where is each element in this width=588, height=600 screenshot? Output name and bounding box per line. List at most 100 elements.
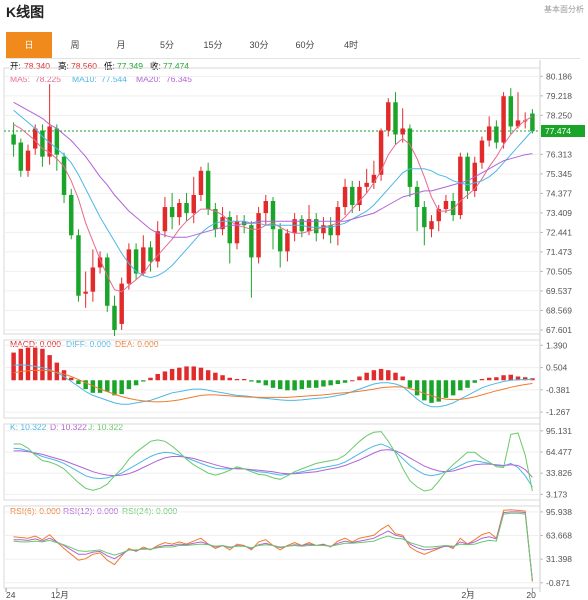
candle-body bbox=[83, 291, 88, 294]
macd-bar bbox=[285, 380, 290, 391]
macd-bar bbox=[148, 377, 153, 381]
candle-body bbox=[501, 96, 506, 143]
macd-dea-line bbox=[13, 369, 533, 403]
candle-body bbox=[414, 186, 420, 208]
candle-body bbox=[386, 102, 391, 131]
macd-tick-label: 1.390 bbox=[546, 340, 568, 350]
macd-bar bbox=[241, 379, 247, 381]
macd-bar bbox=[133, 380, 139, 386]
tab-3[interactable]: 5分 bbox=[159, 40, 174, 50]
ma5-line bbox=[13, 115, 533, 293]
macd-bar bbox=[378, 368, 384, 381]
candle-body bbox=[40, 130, 45, 157]
candle-body bbox=[313, 219, 319, 234]
price-tick-label: 75.345 bbox=[546, 169, 572, 179]
rsi24-line bbox=[13, 512, 533, 580]
x-tick-label: 12月 bbox=[51, 590, 69, 600]
macd-bar bbox=[472, 380, 477, 383]
candle-body bbox=[342, 186, 348, 208]
open-label: 开: bbox=[10, 61, 21, 71]
candle-body bbox=[450, 201, 456, 216]
macd-panel-frame bbox=[3, 339, 541, 419]
candle-body bbox=[234, 221, 240, 244]
tab-2[interactable]: 月 bbox=[116, 40, 126, 50]
macd-bar bbox=[364, 372, 369, 381]
candle-body bbox=[227, 217, 233, 244]
candle-body bbox=[61, 156, 67, 195]
candle-body bbox=[126, 249, 132, 284]
tab-6[interactable]: 60分 bbox=[295, 40, 315, 50]
tab-4[interactable]: 15分 bbox=[203, 40, 223, 50]
candle-body bbox=[198, 170, 204, 195]
macd-tick-label: 0.504 bbox=[546, 363, 568, 373]
diff-label: DIFF: 0.000 bbox=[66, 339, 111, 349]
kdj-k-line bbox=[13, 443, 533, 488]
tab-7[interactable]: 4时 bbox=[343, 40, 358, 50]
macd-bar bbox=[105, 380, 110, 392]
candle-body bbox=[494, 126, 499, 143]
macd-diff-line bbox=[13, 364, 533, 408]
candle-body bbox=[191, 194, 196, 214]
price-tick-label: 70.505 bbox=[546, 266, 572, 276]
macd-bar bbox=[386, 370, 391, 381]
macd-bar bbox=[299, 380, 305, 390]
macd-bar bbox=[47, 355, 52, 381]
price-tick-label: 67.601 bbox=[546, 325, 572, 335]
candle-body bbox=[47, 126, 52, 157]
macd-bar bbox=[501, 375, 506, 381]
analysis-link[interactable]: 基本面分析 bbox=[544, 5, 584, 14]
macd-bar bbox=[54, 362, 60, 381]
price-tick-label: 71.473 bbox=[546, 247, 572, 257]
macd-bar bbox=[429, 380, 434, 403]
candle-body bbox=[436, 209, 441, 222]
high-label: 高: bbox=[58, 61, 69, 71]
price-tick-label: 79.218 bbox=[546, 91, 572, 101]
macd-bar bbox=[328, 380, 333, 386]
last-price-badge bbox=[541, 124, 585, 137]
candle-body bbox=[90, 267, 96, 292]
macd-bar bbox=[292, 380, 297, 391]
candle-body bbox=[69, 194, 74, 236]
macd-bar bbox=[458, 380, 463, 391]
kdj-j-label: J: 10.322 bbox=[88, 422, 123, 432]
candle-body bbox=[357, 186, 362, 206]
macd-bar bbox=[155, 373, 160, 381]
macd-tick-label: -1.267 bbox=[546, 407, 570, 417]
candle-body bbox=[393, 102, 398, 135]
rsi-tick-label: 95.938 bbox=[546, 507, 572, 517]
tab-5[interactable]: 30分 bbox=[249, 40, 269, 50]
ma5-value: 78.225 bbox=[35, 74, 61, 84]
macd-bar bbox=[313, 380, 319, 388]
ma10-value: 77.544 bbox=[101, 74, 127, 84]
macd-bar bbox=[191, 366, 196, 381]
macd-label: MACD: 0.000 bbox=[10, 339, 61, 349]
macd-bar bbox=[407, 380, 413, 388]
candle-body bbox=[18, 142, 24, 171]
kdj-tick-label: 95.131 bbox=[546, 426, 572, 436]
candle-body bbox=[148, 247, 153, 262]
macd-bar bbox=[126, 380, 132, 390]
candle-body bbox=[97, 257, 103, 268]
candle-body bbox=[249, 225, 254, 258]
tab-0[interactable]: 日 bbox=[6, 32, 52, 58]
macd-bar bbox=[277, 380, 283, 390]
tab-1[interactable]: 周 bbox=[70, 40, 80, 50]
macd-bar bbox=[443, 380, 449, 398]
ma20-line bbox=[13, 101, 533, 238]
kdj-tick-label: 33.826 bbox=[546, 468, 572, 478]
candle-body bbox=[169, 207, 175, 218]
candle-body bbox=[530, 113, 535, 131]
candle-body bbox=[162, 207, 168, 232]
candle-body bbox=[220, 217, 225, 230]
rsi-tick-label: 31.398 bbox=[546, 554, 572, 564]
macd-bar bbox=[393, 372, 398, 381]
macd-bar bbox=[169, 368, 175, 381]
price-tick-label: 68.569 bbox=[546, 305, 572, 315]
macd-bar bbox=[450, 380, 456, 396]
ma5-label: MA5: bbox=[10, 74, 30, 84]
candle-body bbox=[400, 128, 405, 135]
kdj-j-line bbox=[13, 431, 533, 492]
low-value: 77.349 bbox=[117, 61, 143, 71]
candle-body bbox=[328, 225, 333, 236]
